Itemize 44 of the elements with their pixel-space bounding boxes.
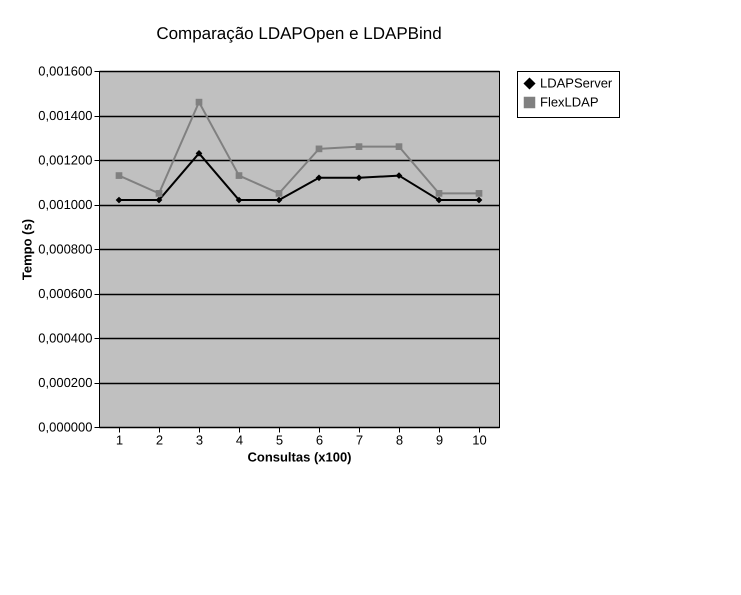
point [156,190,162,197]
y-tick-label: 0,000800 [38,242,92,256]
y-tick-label: 0,000000 [38,420,92,434]
y-tick-label: 0,001400 [38,108,92,123]
point [276,196,282,204]
x-tick-label: 9 [436,432,444,448]
x-axis-title: Consultas (x100) [247,450,352,464]
point [316,146,322,152]
y-tick-label: 0,001600 [38,64,92,78]
point [276,190,282,197]
point [196,98,202,106]
point [356,143,362,150]
x-tick-label: 10 [472,432,487,448]
y-tick-label: 0,000200 [38,375,92,390]
x-tick-label: 8 [396,432,404,448]
chart-title: Comparação LDAPOpen e LDAPBind [156,24,442,43]
x-tick-label: 2 [156,432,164,448]
point [196,150,202,157]
point [436,190,442,197]
y-tick-label: 0,000400 [38,330,92,346]
y-tick-label: 0,001200 [38,152,92,168]
x-tick-label: 3 [196,432,204,448]
legend-label: FlexLDAP [540,94,599,110]
y-tick-label: 0,000600 [38,286,92,301]
point [476,190,482,197]
point [236,196,242,204]
point [476,196,482,204]
point [436,196,442,204]
x-tick-label: 1 [116,432,124,448]
legend-label: LDAPServer [540,76,613,90]
x-tick-label: 4 [236,432,244,448]
point [116,172,122,179]
point [396,172,402,179]
point [356,174,362,182]
x-tick-label: 7 [356,432,364,448]
point [236,172,242,179]
point [396,143,402,150]
y-axis-title: Tempo (s) [19,218,34,280]
y-tick-label: 0,001000 [38,197,92,212]
point [316,174,322,182]
x-tick-label: 5 [276,432,284,448]
point [156,196,162,204]
x-tick-label: 6 [316,432,324,448]
point [116,196,122,204]
